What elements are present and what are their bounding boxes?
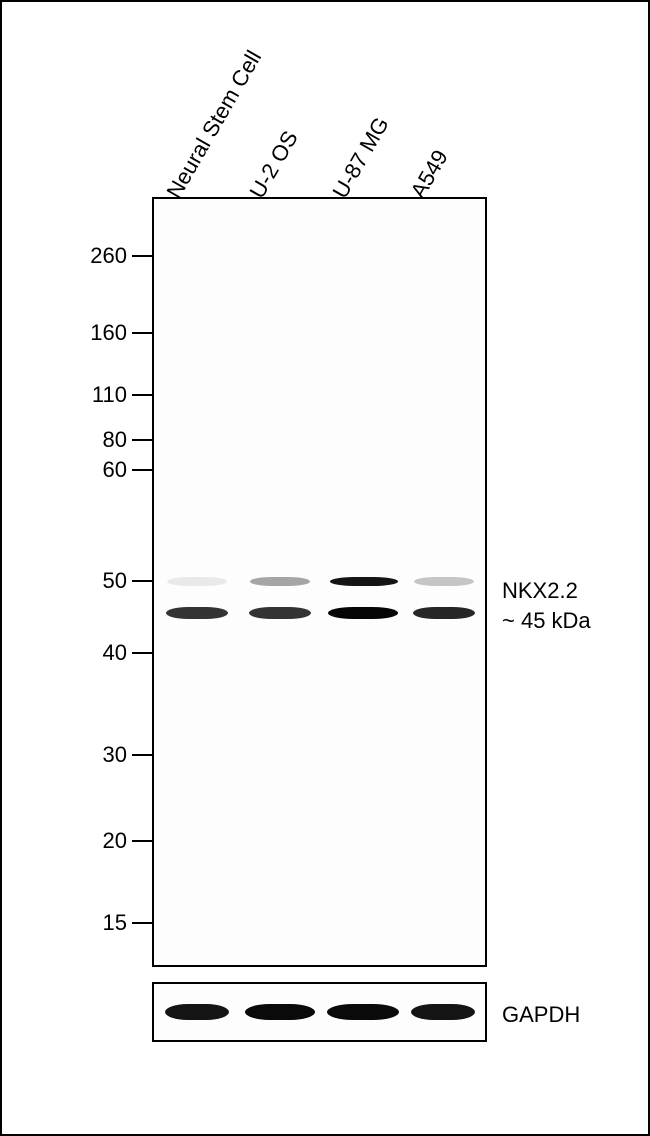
loading-label: GAPDH (502, 1002, 580, 1028)
figure-frame: Neural Stem Cell U-2 OS U-87 MG A549 260… (0, 0, 650, 1136)
band (327, 1004, 399, 1020)
band (245, 1004, 315, 1020)
band (167, 577, 227, 586)
target-size: ~ 45 kDa (502, 608, 591, 634)
mw-label: 60 (57, 457, 127, 483)
mw-label: 110 (57, 382, 127, 408)
mw-tick (132, 394, 152, 396)
mw-tick (132, 332, 152, 334)
band (249, 607, 311, 619)
mw-tick (132, 652, 152, 654)
mw-tick (132, 255, 152, 257)
mw-label: 40 (57, 640, 127, 666)
mw-tick (132, 840, 152, 842)
mw-label: 50 (57, 568, 127, 594)
band (413, 607, 475, 619)
target-name: NKX2.2 (502, 578, 578, 604)
mw-tick (132, 922, 152, 924)
band (330, 577, 398, 586)
mw-label: 20 (57, 828, 127, 854)
band (414, 577, 474, 586)
lane-label-3: U-87 MG (327, 113, 394, 203)
mw-label: 15 (57, 910, 127, 936)
mw-label: 260 (57, 243, 127, 269)
band (165, 1004, 229, 1020)
mw-tick (132, 469, 152, 471)
mw-tick (132, 439, 152, 441)
lane-label-2: U-2 OS (244, 126, 303, 203)
band (411, 1004, 475, 1020)
band (328, 607, 398, 619)
lane-label-4: A549 (405, 145, 453, 203)
mw-tick (132, 754, 152, 756)
mw-label: 160 (57, 320, 127, 346)
mw-tick (132, 580, 152, 582)
band (166, 607, 228, 619)
mw-label: 30 (57, 742, 127, 768)
mw-label: 80 (57, 427, 127, 453)
band (250, 577, 310, 586)
